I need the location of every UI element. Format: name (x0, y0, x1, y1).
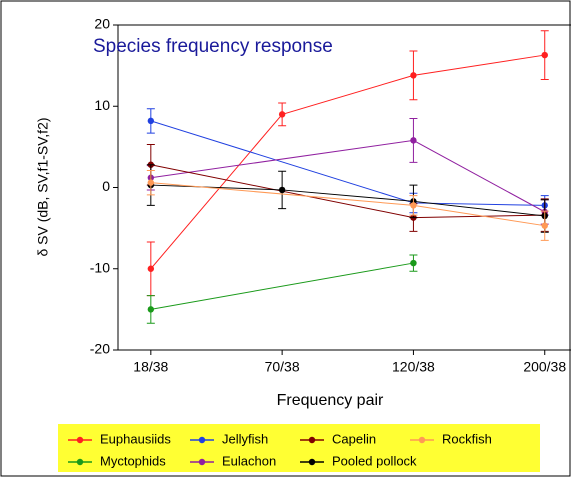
y-tick-label: -10 (90, 259, 110, 275)
point (278, 111, 286, 118)
legend-marker (308, 458, 316, 466)
chart-title: Species frequency response (93, 36, 333, 57)
y-axis-label: δ SV (dB, SV,f1-SV,f2) (35, 117, 51, 256)
point (147, 306, 155, 313)
series-line (150, 120, 545, 206)
point (541, 51, 548, 59)
point (541, 222, 548, 229)
legend-marker (308, 436, 316, 444)
point (147, 117, 155, 125)
y-tick-label: 0 (102, 178, 110, 194)
point (410, 72, 417, 79)
y-tick-label: 10 (94, 97, 110, 113)
series-line (150, 54, 545, 270)
legend-label: Capelin (332, 431, 376, 446)
point (278, 186, 286, 194)
point (410, 137, 417, 144)
series-line (150, 184, 545, 217)
x-tick-label: 200/38 (523, 359, 566, 375)
legend-label: Jellyfish (222, 431, 268, 446)
legend-label: Eulachon (222, 453, 276, 468)
y-tick-label: -20 (90, 341, 110, 357)
y-tick-label: 20 (94, 16, 110, 32)
legend-label: Pooled pollock (332, 453, 417, 468)
legend-label: Rockfish (442, 431, 492, 446)
point (410, 259, 417, 267)
legend-label: Euphausiids (100, 431, 171, 446)
legend-marker (418, 436, 426, 444)
series-line (150, 262, 414, 310)
legend-label: Myctophids (100, 453, 166, 468)
point (410, 202, 417, 209)
x-axis-label: Frequency pair (277, 392, 384, 409)
point (147, 265, 155, 272)
x-tick-label: 120/38 (392, 359, 435, 375)
legend-marker (198, 458, 206, 466)
point (147, 179, 155, 186)
legend-marker (76, 458, 84, 466)
legend-box (58, 424, 540, 472)
plot-area (117, 24, 571, 351)
legend-marker (198, 436, 206, 444)
x-tick-label: 18/38 (133, 359, 168, 375)
x-tick-label: 70/38 (265, 359, 300, 375)
legend-marker (76, 436, 84, 444)
